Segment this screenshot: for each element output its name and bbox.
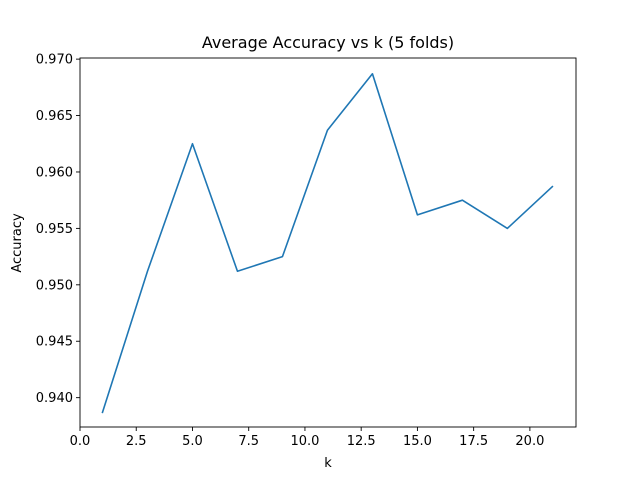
- x-tick-label: 2.5: [126, 434, 147, 449]
- plot-area: 0.0 2.5 5.0 7.5 10.0 12.5 15.0 17.5 20.0 0.940 0.9…: [36, 53, 577, 449]
- x-tick-label: 12.5: [347, 434, 376, 449]
- x-tick-label: 0.0: [70, 434, 91, 449]
- series-line-0: [101, 73, 554, 414]
- x-tick-label: 7.5: [238, 434, 259, 449]
- axes-frame: [79, 57, 577, 428]
- y-tick-label: 0.960: [36, 165, 73, 180]
- y-tick-label: 0.940: [36, 391, 73, 406]
- x-tick-label: 17.5: [459, 434, 488, 449]
- x-tick-label: 10.0: [290, 434, 319, 449]
- y-tick-label: 0.945: [36, 335, 73, 350]
- x-axis-label: k: [324, 456, 332, 471]
- y-tick-label: 0.965: [36, 109, 73, 124]
- y-tick-label: 0.970: [36, 53, 73, 68]
- y-tick-label: 0.950: [36, 278, 73, 293]
- y-axis-label: Accuracy: [10, 213, 25, 273]
- x-tick-label: 20.0: [515, 434, 544, 449]
- y-tick-label: 0.955: [36, 222, 73, 237]
- x-tick-label: 15.0: [403, 434, 432, 449]
- chart-title: Average Accuracy vs k (5 folds): [202, 33, 454, 52]
- x-tick-label: 5.0: [182, 434, 203, 449]
